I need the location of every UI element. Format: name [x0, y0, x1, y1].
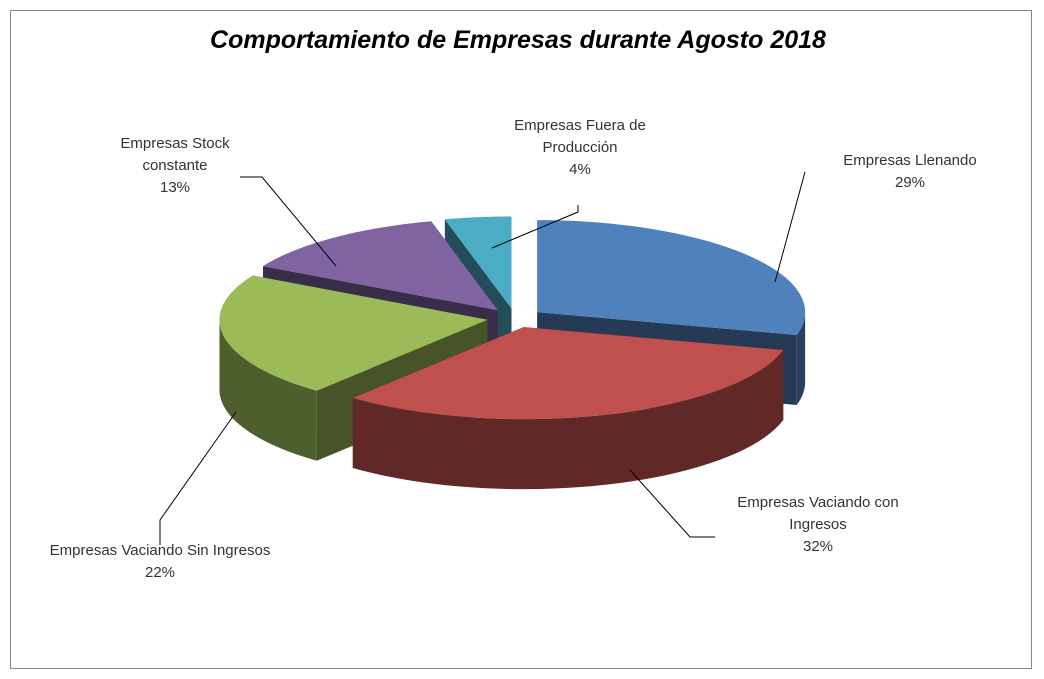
data-label: Empresas Vaciando Sin Ingresos 22% [40, 540, 280, 584]
slice-wall [796, 312, 806, 405]
data-label: Empresas Fuera de Producción 4% [490, 115, 670, 181]
data-label: Empresas Vaciando Sin Ingresos 22% [40, 540, 280, 584]
slice [262, 221, 498, 311]
value-label: 32% [802, 538, 834, 555]
category-label: Empresas Stock constante [120, 135, 230, 174]
data-label: Empresas Stock constante 13% [95, 133, 255, 199]
category-label: Empresas Vaciando con Ingresos [737, 494, 899, 533]
value-label: 4% [569, 161, 591, 178]
category-label: Empresas Llenando [843, 152, 977, 169]
leader-line [159, 411, 237, 545]
slice [352, 327, 784, 420]
leader-line [774, 171, 806, 283]
leader-line [629, 469, 715, 538]
data-label: Empresas Vaciando con Ingresos 32% [728, 492, 908, 558]
data-label: Empresas Fuera de Producción 4% [490, 115, 670, 181]
leader-line [240, 176, 337, 267]
value-label: 13% [159, 179, 191, 196]
slice [352, 327, 784, 490]
data-label: Empresas Vaciando con Ingresos 32% [728, 492, 908, 558]
data-label: Empresas Llenando 29% [810, 150, 1010, 194]
category-label: Empresas Fuera de Producción [514, 117, 646, 156]
value-label: 29% [894, 174, 926, 191]
value-label: 22% [144, 564, 176, 581]
slice [537, 220, 806, 335]
category-label: Empresas Vaciando Sin Ingresos [49, 542, 271, 559]
slice [219, 275, 488, 391]
slice-wall [219, 319, 317, 461]
data-label: Empresas Stock constante 13% [95, 133, 255, 199]
leader-line [491, 205, 579, 249]
chart-title: Comportamiento de Empresas durante Agost… [210, 26, 826, 54]
slice [444, 216, 512, 309]
slice-wall [352, 350, 784, 490]
data-label: Empresas Llenando 29% [810, 150, 1010, 194]
